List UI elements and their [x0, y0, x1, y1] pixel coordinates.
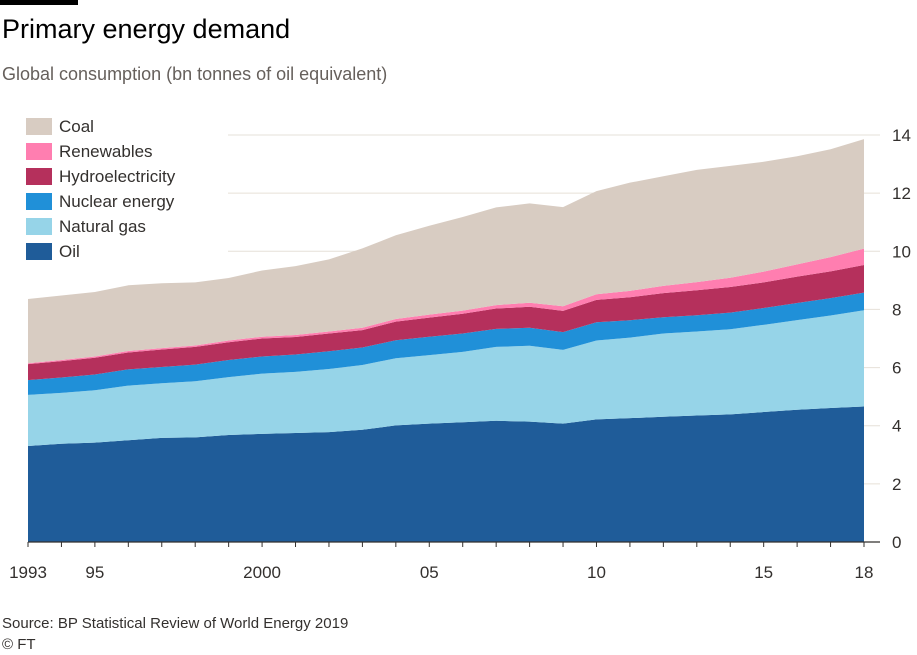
- y-tick-label-8: 8: [892, 300, 901, 319]
- y-tick-label-10: 10: [892, 242, 911, 261]
- legend-swatch-renewables: [26, 143, 52, 160]
- y-tick-label-4: 4: [892, 417, 901, 436]
- source-note: Source: BP Statistical Review of World E…: [2, 615, 349, 632]
- legend-label-oil: Oil: [59, 242, 80, 261]
- chart-title: Primary energy demand: [2, 14, 291, 44]
- x-tick-label-10: 10: [587, 563, 606, 582]
- y-tick-labels: 0 2 4 6 8 10 12 14: [892, 126, 911, 552]
- x-tick-label-18: 18: [855, 563, 874, 582]
- legend: Coal Renewables Hydroelectricity Nuclear en…: [26, 117, 176, 261]
- y-tick-label-6: 6: [892, 359, 901, 378]
- y-tick-label-0: 0: [892, 533, 901, 552]
- top-accent-bar: [0, 0, 78, 5]
- legend-label-hydroelectricity: Hydroelectricity: [59, 167, 176, 186]
- area-nuclear-energy: [28, 292, 864, 395]
- area-oil: [28, 406, 864, 542]
- x-tick-labels: 1993 95 2000 05 10 15 18: [9, 563, 873, 582]
- chart-subtitle: Global consumption (bn tonnes of oil equ…: [2, 64, 388, 84]
- area-natural-gas: [28, 310, 864, 447]
- legend-label-nuclear-energy: Nuclear energy: [59, 192, 175, 211]
- x-tick-label-2000: 2000: [243, 563, 281, 582]
- x-tick-label-05: 05: [420, 563, 439, 582]
- credit-note: © FT: [2, 636, 36, 653]
- x-tick-label-95: 95: [85, 563, 104, 582]
- area-series: [28, 139, 864, 542]
- legend-swatch-hydroelectricity: [26, 168, 52, 185]
- x-tick-label-15: 15: [754, 563, 773, 582]
- legend-label-renewables: Renewables: [59, 142, 153, 161]
- y-tick-label-12: 12: [892, 184, 911, 203]
- legend-label-natural-gas: Natural gas: [59, 217, 146, 236]
- area-coal: [28, 139, 864, 364]
- legend-swatch-coal: [26, 118, 52, 135]
- legend-swatch-natural-gas: [26, 218, 52, 235]
- area-hydroelectricity: [28, 264, 864, 381]
- legend-swatch-nuclear-energy: [26, 193, 52, 210]
- legend-swatch-oil: [26, 243, 52, 260]
- x-tick-label-1993: 1993: [9, 563, 47, 582]
- y-tick-label-2: 2: [892, 475, 901, 494]
- y-tick-label-14: 14: [892, 126, 911, 145]
- x-axis: [27, 541, 880, 547]
- legend-label-coal: Coal: [59, 117, 94, 136]
